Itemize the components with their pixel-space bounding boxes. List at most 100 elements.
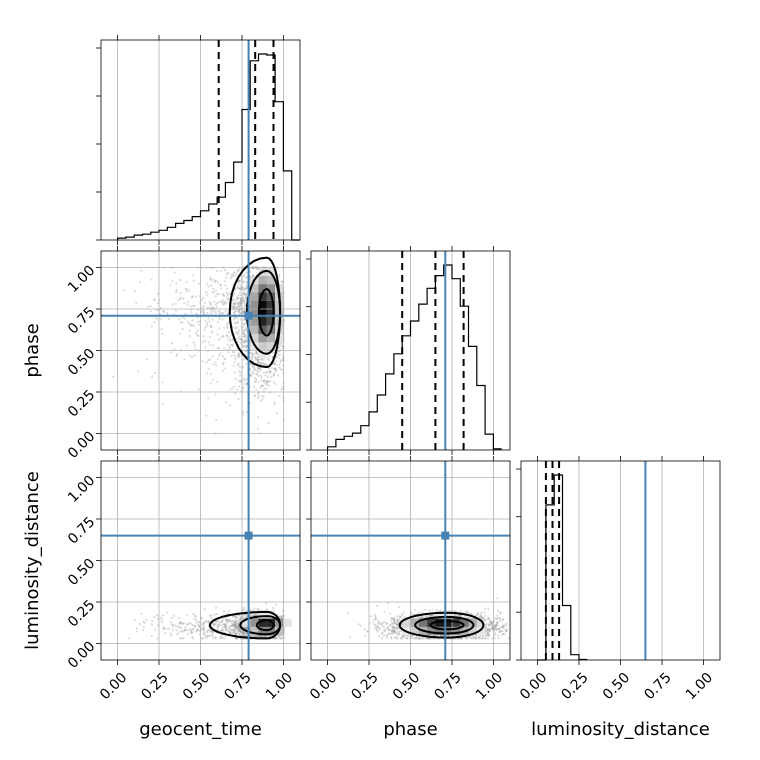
- sample-point: [194, 295, 197, 298]
- sample-point: [262, 379, 266, 383]
- sample-point: [204, 339, 207, 343]
- sample-point: [219, 312, 222, 315]
- sample-point: [261, 358, 264, 361]
- sample-point: [262, 380, 265, 383]
- sample-point: [381, 624, 384, 627]
- sample-point: [468, 612, 471, 615]
- sample-point: [225, 334, 228, 337]
- sample-point: [224, 358, 227, 361]
- sample-point: [242, 298, 245, 302]
- sample-point: [215, 620, 218, 623]
- sample-point: [242, 345, 245, 348]
- sample-point: [228, 388, 232, 391]
- sample-point: [220, 300, 223, 303]
- sample-point: [272, 374, 275, 377]
- sample-point: [256, 353, 259, 356]
- sample-point: [255, 351, 258, 354]
- sample-point: [176, 353, 179, 356]
- sample-point: [192, 628, 195, 631]
- sample-point: [206, 630, 209, 633]
- sample-point: [213, 281, 216, 284]
- sample-point: [233, 271, 236, 274]
- sample-point: [203, 301, 206, 304]
- sample-point: [229, 620, 232, 623]
- sample-point: [424, 608, 427, 611]
- sample-point: [257, 381, 260, 384]
- sample-point: [242, 340, 245, 343]
- sample-point: [274, 369, 278, 373]
- sample-point: [243, 334, 246, 337]
- sample-point: [193, 304, 196, 307]
- sample-point: [185, 280, 188, 283]
- sample-point: [239, 301, 242, 304]
- sample-point: [219, 637, 222, 640]
- sample-point: [182, 297, 185, 300]
- sample-point: [237, 309, 240, 312]
- sample-point: [245, 287, 248, 290]
- sample-point: [242, 296, 245, 299]
- sample-point: [267, 357, 270, 360]
- sample-point: [216, 281, 220, 284]
- sample-point: [195, 615, 198, 618]
- sample-point: [211, 344, 214, 347]
- sample-point: [225, 276, 228, 279]
- sample-point: [214, 393, 217, 396]
- sample-point: [161, 620, 164, 624]
- sample-point: [273, 362, 276, 366]
- sample-point: [237, 331, 240, 334]
- sample-point: [235, 331, 238, 334]
- sample-point: [221, 619, 224, 622]
- sample-point: [145, 358, 148, 361]
- sample-point: [273, 637, 276, 640]
- sample-point: [271, 355, 274, 358]
- sample-point: [205, 414, 208, 417]
- sample-point: [210, 326, 213, 329]
- sample-point: [280, 388, 283, 391]
- sample-point: [221, 318, 224, 321]
- sample-point: [278, 363, 281, 366]
- sample-point: [185, 288, 188, 291]
- sample-point: [217, 300, 220, 303]
- sample-point: [190, 324, 193, 327]
- sample-point: [273, 368, 276, 371]
- sample-point: [145, 618, 148, 622]
- sample-point: [153, 321, 156, 324]
- sample-point: [238, 385, 241, 388]
- sample-point: [239, 288, 242, 291]
- sample-point: [227, 338, 230, 341]
- sample-point: [243, 379, 246, 382]
- sample-point: [281, 281, 284, 284]
- sample-point: [178, 617, 181, 620]
- sample-point: [484, 614, 487, 617]
- sample-point: [229, 347, 232, 350]
- sample-point: [160, 328, 163, 331]
- sample-point: [230, 629, 233, 632]
- sample-point: [190, 631, 193, 635]
- sample-point: [214, 303, 217, 306]
- sample-point: [202, 296, 205, 299]
- sample-point: [234, 358, 237, 361]
- sample-point: [239, 304, 242, 307]
- sample-point: [260, 384, 264, 387]
- sample-point: [493, 634, 496, 637]
- sample-point: [170, 617, 173, 620]
- sample-point: [280, 342, 283, 345]
- sample-point: [264, 363, 267, 366]
- sample-point: [180, 321, 183, 324]
- sample-point: [255, 378, 258, 381]
- sample-point: [239, 302, 242, 305]
- sample-point: [229, 404, 232, 407]
- sample-point: [162, 627, 165, 630]
- sample-point: [204, 319, 207, 322]
- sample-point: [239, 297, 242, 300]
- sample-point: [175, 625, 178, 628]
- sample-point: [278, 353, 281, 357]
- sample-point: [237, 269, 240, 272]
- sample-point: [253, 356, 257, 359]
- sample-point: [371, 621, 375, 624]
- sample-point: [191, 319, 194, 322]
- sample-point: [142, 625, 145, 628]
- sample-point: [231, 325, 234, 328]
- sample-point: [261, 361, 265, 364]
- sample-point: [242, 358, 245, 361]
